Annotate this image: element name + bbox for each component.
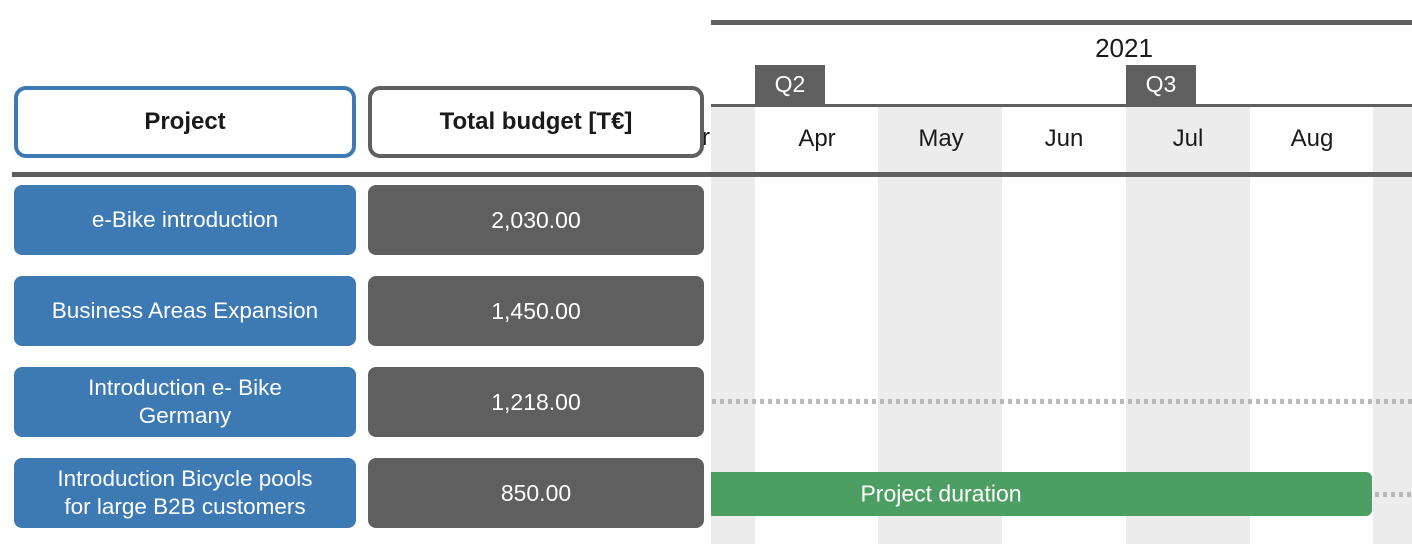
quarter-badge-q2: Q2: [755, 65, 825, 104]
column-band-jul: [1126, 107, 1250, 544]
month-label-apr: Apr: [798, 125, 836, 152]
month-label-aug: Aug: [1290, 125, 1334, 152]
budget-cell-row2[interactable]: 1,450.00: [368, 276, 704, 346]
quarter-badge-q3: Q3: [1126, 65, 1196, 104]
budget-column-header[interactable]: Total budget [T€]: [368, 86, 704, 158]
column-band-sep: [1373, 107, 1412, 544]
column-band-may: [878, 107, 1002, 544]
project-cell-row4[interactable]: Introduction Bicycle pools for large B2B…: [14, 458, 356, 528]
timescale-rule: [711, 104, 1412, 107]
timeline-top-rule: [711, 20, 1412, 25]
month-label-may: May: [918, 125, 964, 152]
project-duration-bar[interactable]: Project duration: [711, 472, 1372, 516]
year-label: 2021: [1095, 33, 1153, 63]
month-label-jul: Jul: [1172, 125, 1204, 152]
header-separator-rule: [12, 172, 1412, 177]
project-cell-row1[interactable]: e-Bike introduction: [14, 185, 356, 255]
column-band-mar: [711, 107, 755, 544]
month-label-jun: Jun: [1044, 125, 1084, 152]
dotted-leader-row3: [712, 399, 1412, 404]
budget-cell-row3[interactable]: 1,218.00: [368, 367, 704, 437]
project-column-header[interactable]: Project: [14, 86, 356, 158]
project-duration-label: Project duration: [860, 480, 1022, 507]
timeline-panel: 2021 Q2 Q3 Apr May Jun Jul Aug Project d…: [711, 0, 1412, 544]
budget-cell-row4[interactable]: 850.00: [368, 458, 704, 528]
budget-cell-row1[interactable]: 2,030.00: [368, 185, 704, 255]
project-cell-row3[interactable]: Introduction e- Bike Germany: [14, 367, 356, 437]
project-cell-row2[interactable]: Business Areas Expansion: [14, 276, 356, 346]
dotted-continuation-row4: [1375, 492, 1412, 497]
